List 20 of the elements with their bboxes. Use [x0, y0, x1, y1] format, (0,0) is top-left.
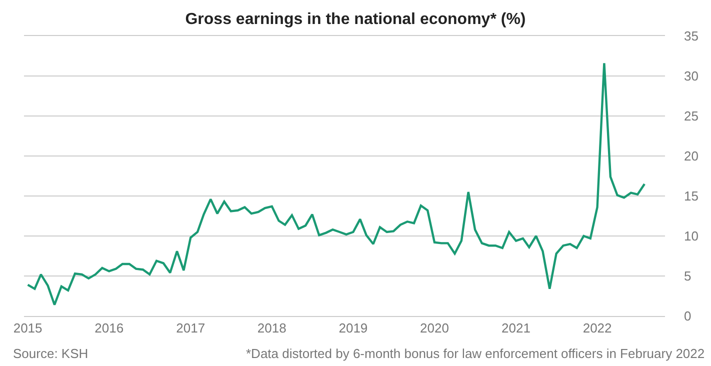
- x-tick-label: 2021: [502, 320, 530, 336]
- y-tick-label: 30: [684, 68, 698, 84]
- y-tick-label: 15: [684, 188, 698, 204]
- x-tick-label: 2022: [582, 320, 612, 336]
- x-tick-label: 2019: [338, 320, 368, 336]
- y-tick-label: 5: [684, 268, 692, 284]
- chart-title: Gross earnings in the national economy* (%): [185, 11, 526, 28]
- y-tick-label: 0: [684, 308, 692, 324]
- y-tick-label: 35: [684, 28, 698, 44]
- x-tick-label: 2020: [420, 320, 449, 336]
- y-tick-label: 10: [684, 228, 698, 244]
- source-note: Source: KSH: [13, 346, 88, 361]
- x-tick-label: 2016: [94, 320, 124, 336]
- y-tick-label: 25: [684, 108, 698, 124]
- line-series: [26, 62, 646, 306]
- x-tick-label: 2015: [13, 320, 42, 336]
- text: *Data distorted by 6-month bonus for law enforcement officers in February 2022: [246, 346, 705, 361]
- x-tick-label: 2018: [257, 320, 286, 336]
- y-tick-label: 20: [684, 148, 698, 164]
- x-tick-label: 2017: [176, 320, 206, 336]
